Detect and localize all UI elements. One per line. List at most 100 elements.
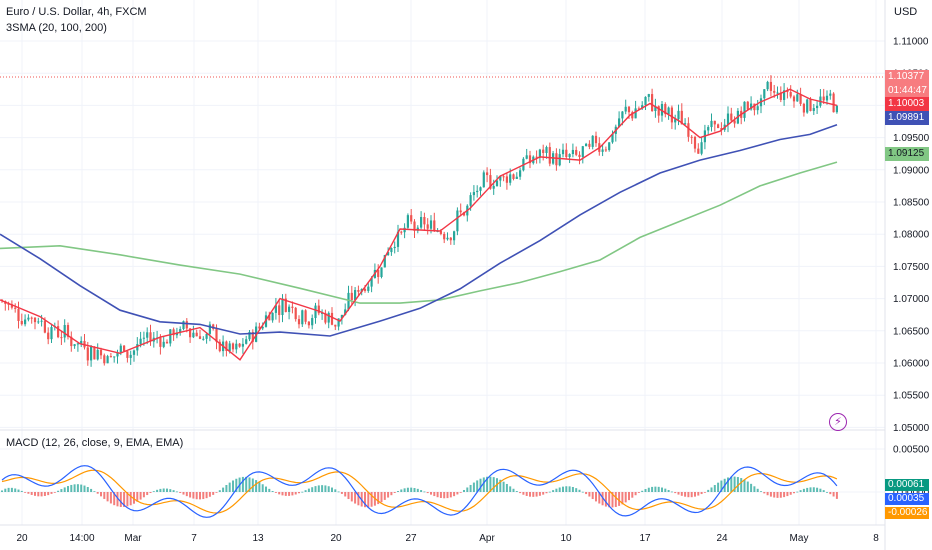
candle-body <box>182 321 185 330</box>
candle-body <box>14 307 17 309</box>
macd-hist-bar <box>397 491 399 492</box>
macd-hist-bar <box>324 485 327 492</box>
macd-hist-bar <box>621 492 624 505</box>
macd-hist-bar <box>763 492 766 494</box>
candle-body <box>330 312 334 325</box>
macd-hist-bar <box>588 492 591 497</box>
candle-body <box>690 136 693 138</box>
time-tick-label: 20 <box>330 533 342 544</box>
macd-hist-bar <box>545 492 548 494</box>
macd-histogram-tag: 0.00061 <box>885 479 929 491</box>
macd-hist-bar <box>383 492 386 500</box>
macd-hist-bar <box>595 492 597 502</box>
candle-body <box>555 153 558 166</box>
symbol-title[interactable]: Euro / U.S. Dollar, 4h, FXCM <box>6 6 147 18</box>
candle-body <box>525 155 528 159</box>
macd-hist-bar <box>307 488 310 492</box>
candle-body <box>76 343 79 345</box>
candle-body <box>225 341 228 351</box>
macd-hist-bar <box>119 492 122 507</box>
macd-hist-bar <box>225 485 228 492</box>
candle-body <box>99 349 103 356</box>
countdown-tag: 01:44:47 <box>885 84 929 98</box>
macd-lines <box>1 465 838 518</box>
macd-hist-bar <box>327 486 330 492</box>
macd-hist-bar <box>57 490 60 492</box>
macd-hist-bar <box>10 487 13 492</box>
candle-body <box>654 106 657 112</box>
macd-hist-bar <box>212 492 215 495</box>
candle-body <box>693 136 697 149</box>
candle-body <box>779 92 782 100</box>
candle-body <box>317 305 320 314</box>
lightning-icon[interactable]: ⚡ <box>829 413 847 431</box>
macd-hist-bar <box>515 491 518 492</box>
macd-hist-bar <box>370 492 373 507</box>
macd-hist-bar <box>199 492 201 500</box>
candle-body <box>588 143 591 147</box>
candle-body <box>707 127 710 131</box>
macd-hist-bar <box>426 492 429 494</box>
macd-hist-bar <box>347 492 350 500</box>
macd-hist-bar <box>205 492 208 499</box>
candle-body <box>575 149 578 155</box>
macd-hist-bar <box>644 489 647 492</box>
candle-body <box>403 227 406 233</box>
candle-body <box>822 96 825 101</box>
macd-hist-bar <box>301 491 304 493</box>
candle-body <box>604 149 607 151</box>
macd-hist-bar <box>367 492 370 508</box>
macd-hist-bar <box>420 490 423 492</box>
macd-hist-bar <box>476 480 479 492</box>
candle-body <box>304 310 307 322</box>
candle-body <box>344 309 347 315</box>
macd-hist-bar <box>684 492 687 497</box>
macd-title[interactable]: MACD (12, 26, close, 9, EMA, EMA) <box>6 437 184 449</box>
candle-body <box>733 120 736 124</box>
macd-hist-bar <box>786 492 789 497</box>
time-tick-label: 24 <box>716 533 728 544</box>
macd-hist-bar <box>443 492 446 499</box>
macd-hist-bar <box>707 489 710 492</box>
candle-body <box>558 154 561 166</box>
macd-hist-bar <box>113 492 116 506</box>
candle-body <box>297 319 301 325</box>
candle-body <box>789 92 792 97</box>
macd-hist-bar <box>499 479 502 492</box>
indicator-title[interactable]: 3SMA (20, 100, 200) <box>6 22 107 34</box>
macd-hist-bar <box>14 488 17 492</box>
candle-body <box>462 212 466 216</box>
candle-body <box>73 344 76 347</box>
macd-hist-bar <box>387 492 390 498</box>
macd-hist-bar <box>413 488 416 492</box>
macd-hist-bar <box>651 486 654 492</box>
candle-body <box>324 312 327 323</box>
candle-body <box>383 255 386 268</box>
candle-body <box>377 269 380 277</box>
macd-hist-bar <box>344 492 347 497</box>
currency-label[interactable]: USD <box>894 6 918 18</box>
candle-body <box>136 344 139 351</box>
candle-body <box>684 123 687 125</box>
macd-hist-bar <box>133 492 135 504</box>
macd-hist-bar <box>192 492 195 499</box>
candlestick-series <box>0 75 838 367</box>
candle-body <box>439 230 442 234</box>
candle-body <box>769 81 772 91</box>
macd-hist-bar <box>463 489 465 492</box>
macd-hist-bar <box>614 492 617 507</box>
candle-body <box>453 231 456 241</box>
candle-body <box>502 176 505 178</box>
macd-hist-bar <box>456 492 459 495</box>
macd-hist-bar <box>53 492 56 493</box>
macd-hist-bar <box>156 489 159 492</box>
candle-body <box>205 333 208 339</box>
macd-hist-bar <box>502 481 505 492</box>
candle-body <box>476 190 479 193</box>
macd-hist-bar <box>661 487 663 492</box>
candle-body <box>248 331 251 340</box>
macd-hist-bar <box>436 492 439 498</box>
candle-body <box>321 312 324 314</box>
macd-hist-bar <box>159 488 162 492</box>
